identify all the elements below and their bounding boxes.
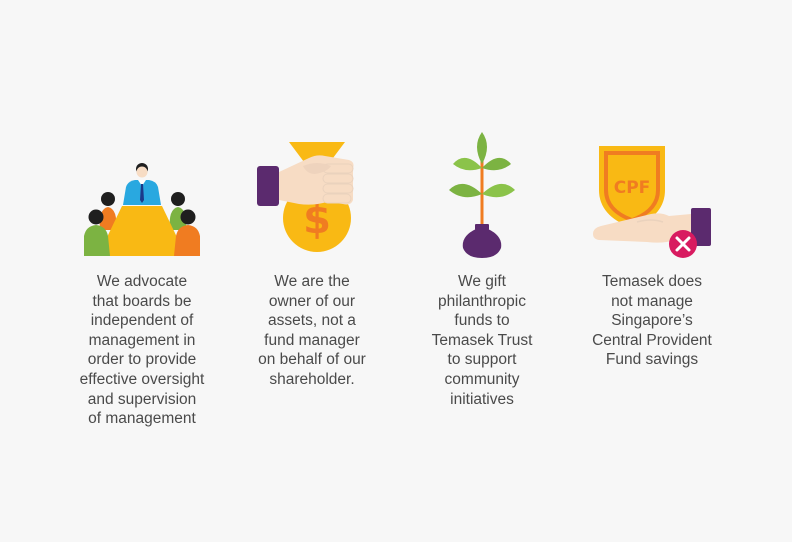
- plant-in-pot-icon: [449, 132, 515, 258]
- caption-text: We gift philanthropic funds to Temasek T…: [431, 273, 533, 408]
- boardroom-meeting-icon: [84, 163, 200, 256]
- caption-text: We are the owner of our assets, not a fu…: [258, 273, 366, 388]
- icon-container: CPF: [567, 110, 737, 260]
- caption-text: Temasek does not manage Singapore’s Cent…: [592, 273, 712, 369]
- shield-label: CPF: [614, 178, 651, 198]
- icon-container: [57, 110, 227, 260]
- hand-holding-money-bag-icon: $: [257, 142, 354, 252]
- principle-cpf-not-managed: CPF Temasek does not manage Singapore’s …: [567, 110, 737, 370]
- caption-text: We advocate that boards be independent o…: [79, 273, 205, 428]
- icon-container: [397, 110, 567, 260]
- principle-asset-owner: $ We are the owner of our assets, not a …: [227, 110, 397, 390]
- principle-board-independence: We advocate that boards be independent o…: [57, 110, 227, 429]
- principle-philanthropic-gift: We gift philanthropic funds to Temasek T…: [397, 110, 567, 409]
- dollar-sign-icon: $: [303, 197, 331, 243]
- icon-container: $: [227, 110, 397, 260]
- cpf-shield-hand-cross-icon: CPF: [593, 146, 711, 258]
